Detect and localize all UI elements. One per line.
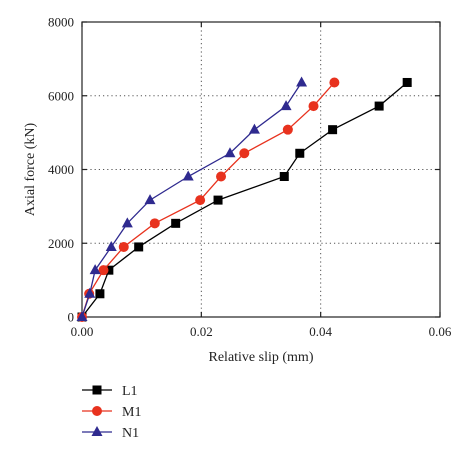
data-point-l1 (328, 125, 338, 135)
data-point-m1 (98, 265, 109, 276)
grid-lines (82, 22, 440, 317)
series-m1 (77, 77, 340, 322)
data-point-n1 (121, 217, 133, 228)
data-point-n1 (105, 240, 117, 251)
data-point-n1 (296, 76, 308, 87)
y-tick-label: 2000 (48, 236, 74, 251)
data-point-m1 (149, 218, 160, 229)
data-point-l1 (95, 289, 105, 299)
legend-label: N1 (122, 426, 139, 441)
legend: L1 M1 N1 (82, 384, 141, 441)
y-tick-label: 0 (68, 310, 75, 325)
y-axis-title: Axial force (kN) (23, 123, 38, 217)
legend-item-m1: M1 (82, 405, 141, 420)
plot-frame (81, 21, 441, 318)
legend-item-n1: N1 (82, 426, 139, 441)
data-point-m1 (308, 101, 319, 112)
data-point-n1 (280, 100, 292, 111)
legend-label: M1 (122, 405, 141, 420)
data-point-l1 (402, 77, 412, 87)
data-point-m1 (216, 171, 227, 182)
axis-ticks: 0.00 0.02 0.04 0.06 0 2000 4000 6000 8000 (48, 15, 452, 340)
data-point-l1 (374, 101, 384, 111)
legend-swatch-marker (92, 406, 102, 416)
data-point-l1 (213, 195, 223, 205)
data-point-n1 (248, 123, 260, 134)
legend-label: L1 (122, 384, 138, 399)
data-point-m1 (195, 195, 206, 206)
series-l1 (77, 77, 412, 322)
series-line-l1 (81, 81, 408, 318)
data-point-l1 (279, 172, 289, 182)
data-point-l1 (134, 242, 144, 252)
x-tick-label: 0.06 (429, 324, 452, 339)
x-tick-label: 0.04 (309, 324, 332, 339)
legend-swatch-marker (92, 385, 102, 395)
y-tick-label: 6000 (48, 88, 74, 103)
x-tick-label: 0.02 (190, 324, 213, 339)
data-point-l1 (295, 148, 305, 158)
x-axis-title: Relative slip (mm) (209, 350, 314, 365)
data-point-n1 (84, 287, 96, 298)
data-point-n1 (182, 170, 194, 181)
x-tick-label: 0.00 (71, 324, 94, 339)
series-line-n1 (81, 82, 303, 318)
data-point-n1 (224, 147, 236, 158)
data-point-l1 (104, 265, 114, 275)
series-line-m1 (81, 82, 335, 318)
data-point-m1 (282, 124, 293, 135)
data-point-n1 (76, 311, 88, 321)
data-point-l1 (171, 218, 181, 228)
series-n1 (76, 76, 308, 321)
legend-item-l1: L1 (82, 384, 138, 399)
data-point-n1 (144, 194, 156, 205)
legend-swatch-marker (91, 426, 103, 436)
data-point-m1 (239, 148, 250, 159)
data-point-m1 (118, 241, 129, 252)
data-point-m1 (329, 77, 340, 88)
y-tick-label: 8000 (48, 15, 74, 30)
y-tick-label: 4000 (48, 162, 74, 177)
series-group (76, 76, 412, 322)
data-point-n1 (89, 264, 101, 275)
